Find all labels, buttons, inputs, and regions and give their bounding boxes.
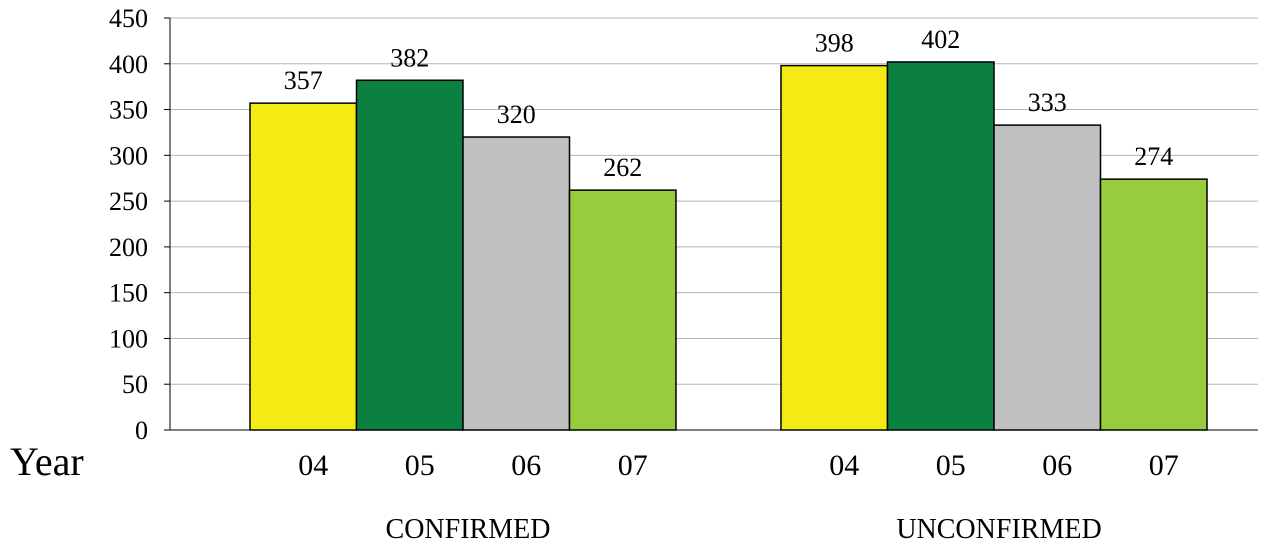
category-label: 04 [298, 449, 328, 482]
y-tick-label: 100 [109, 324, 148, 353]
y-tick-label: 250 [109, 187, 148, 216]
bar-confirmed-04 [249, 102, 358, 431]
y-tick-label: 50 [122, 370, 148, 399]
category-label: 07 [618, 449, 648, 482]
category-label: 06 [1042, 449, 1072, 482]
y-tick-label: 0 [135, 416, 148, 445]
data-label: 320 [497, 100, 536, 129]
bar-unconfirmed-04 [780, 64, 889, 431]
data-label: 262 [603, 153, 642, 182]
y-tick-label: 400 [109, 50, 148, 79]
y-tick-label: 150 [109, 279, 148, 308]
category-label: 07 [1149, 449, 1179, 482]
data-label: 382 [390, 43, 429, 72]
y-tick-labels: 0 50 100 150 200 250 300 350 400 450 [109, 4, 148, 445]
category-label: 04 [829, 449, 859, 482]
category-label: 06 [511, 449, 541, 482]
category-label: 05 [936, 449, 966, 482]
y-tick-label: 300 [109, 141, 148, 170]
bar-confirmed-07 [568, 189, 677, 431]
bar-confirmed-05 [355, 79, 464, 431]
y-tick-label: 450 [109, 4, 148, 33]
data-label: 357 [284, 66, 323, 95]
x-axis-title: Year [10, 439, 84, 484]
data-label: 333 [1028, 88, 1067, 117]
data-label: 274 [1134, 142, 1173, 171]
bar-unconfirmed-05 [886, 61, 995, 431]
bar-unconfirmed-07 [1099, 178, 1208, 431]
bar-unconfirmed-06 [993, 124, 1102, 431]
group-label: CONFIRMED [386, 514, 551, 544]
y-tick-label: 350 [109, 96, 148, 125]
data-labels: 357 382 320 262 398 402 333 274 [284, 25, 1174, 182]
data-label: 398 [815, 29, 854, 58]
group-label: UNCONFIRMED [896, 514, 1101, 544]
data-label: 402 [921, 25, 960, 54]
bar-confirmed-06 [462, 136, 571, 431]
category-labels: 04 05 06 07 04 05 06 07 [298, 449, 1179, 482]
y-tick-label: 200 [109, 233, 148, 262]
group-labels: CONFIRMED UNCONFIRMED [386, 514, 1102, 544]
category-label: 05 [405, 449, 435, 482]
bars [249, 61, 1208, 431]
axes [164, 17, 1258, 431]
